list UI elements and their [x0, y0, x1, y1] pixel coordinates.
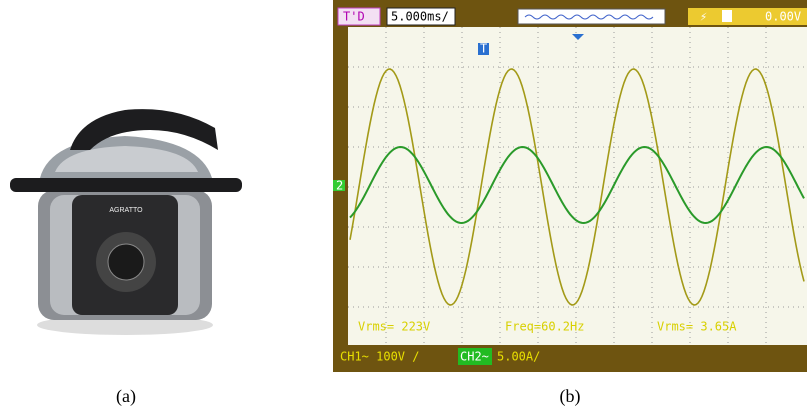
ch2-rms: Vrms= 3.65A [657, 320, 737, 334]
pressure-cooker: AGRATTO [10, 109, 242, 335]
ch2-label: CH2~ [460, 350, 489, 364]
mode: T'D [343, 10, 365, 24]
figure: AGRATTO (a) T'D 5.000ms/ ⚡ 0.00V T 2 Vrm… [0, 0, 807, 414]
frequency: Freq=60.2Hz [505, 320, 584, 334]
trigger-marker: T [480, 42, 487, 56]
caption-a: (a) [116, 386, 136, 407]
ch2-marker: 2 [336, 179, 343, 193]
ch1-scale: CH1~ 100V / [340, 350, 419, 364]
brand: AGRATTO [109, 207, 143, 214]
ch2-scale: 5.00A/ [497, 350, 540, 364]
trigger-icon: ⚡ [700, 10, 707, 24]
trigger-level: 0.00V [765, 10, 801, 24]
oscilloscope: T'D 5.000ms/ ⚡ 0.00V T 2 Vrms= 223V Freq… [333, 0, 807, 372]
page: AGRATTO (a) T'D 5.000ms/ ⚡ 0.00V T 2 Vrm… [0, 0, 807, 414]
caption-b: (b) [560, 386, 581, 407]
ch1-rms: Vrms= 223V [358, 320, 430, 334]
timebase: 5.000ms/ [391, 10, 449, 24]
